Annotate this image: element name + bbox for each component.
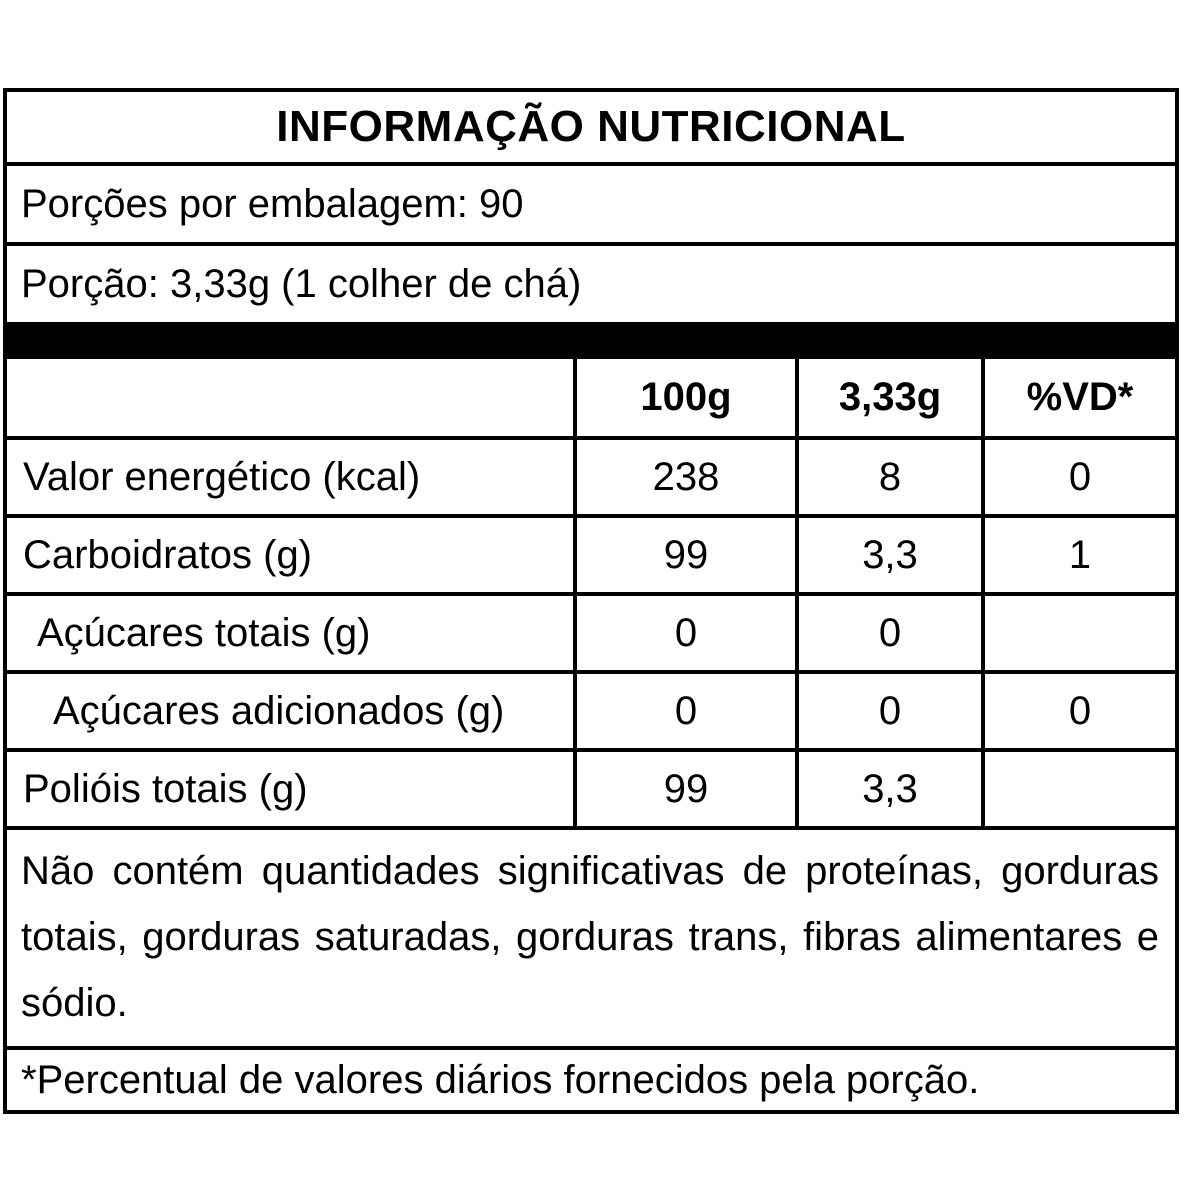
row-label: Açúcares adicionados (g)	[53, 688, 505, 733]
table-row-carbs: Carboidratos (g) 99 3,3 1	[7, 514, 1175, 592]
column-header-portion: 3,33g	[795, 359, 981, 436]
row-label: Açúcares totais (g)	[37, 610, 371, 655]
value-portion: 0	[795, 674, 981, 748]
column-header-100g: 100g	[573, 359, 795, 436]
value-100g: 238	[573, 440, 795, 514]
table-row-polyols: Polióis totais (g) 99 3,3	[7, 748, 1175, 826]
column-header-vd: %VD*	[981, 359, 1175, 436]
separator-bar	[7, 322, 1175, 359]
row-label: Carboidratos (g)	[23, 532, 313, 577]
table-row-added-sugars: Açúcares adicionados (g) 0 0 0	[7, 670, 1175, 748]
value-100g: 0	[573, 596, 795, 670]
value-100g: 99	[573, 518, 795, 592]
value-vd: 0	[981, 440, 1175, 514]
row-label: Valor energético (kcal)	[23, 454, 421, 499]
daily-values-footnote: *Percentual de valores diários fornecido…	[7, 1046, 1175, 1110]
table-row-energy: Valor energético (kcal) 238 8 0	[7, 436, 1175, 514]
table-row-total-sugars: Açúcares totais (g) 0 0	[7, 592, 1175, 670]
nutrition-facts-table: INFORMAÇÃO NUTRICIONAL Porções por embal…	[3, 88, 1179, 1114]
value-vd	[981, 596, 1175, 670]
row-label: Polióis totais (g)	[23, 766, 308, 811]
value-vd: 0	[981, 674, 1175, 748]
no-significant-amounts-note: Não contém quantidades significativas de…	[7, 826, 1175, 1046]
value-portion: 3,3	[795, 752, 981, 826]
value-portion: 3,3	[795, 518, 981, 592]
value-100g: 0	[573, 674, 795, 748]
value-portion: 8	[795, 440, 981, 514]
table-title: INFORMAÇÃO NUTRICIONAL	[276, 102, 906, 151]
servings-per-package-row: Porções por embalagem: 90	[7, 162, 1175, 242]
column-header-empty	[7, 359, 573, 436]
portion-size-row: Porção: 3,33g (1 colher de chá)	[7, 242, 1175, 322]
value-vd: 1	[981, 518, 1175, 592]
value-portion: 0	[795, 596, 981, 670]
value-vd	[981, 752, 1175, 826]
value-100g: 99	[573, 752, 795, 826]
column-header-row: 100g 3,33g %VD*	[7, 359, 1175, 436]
